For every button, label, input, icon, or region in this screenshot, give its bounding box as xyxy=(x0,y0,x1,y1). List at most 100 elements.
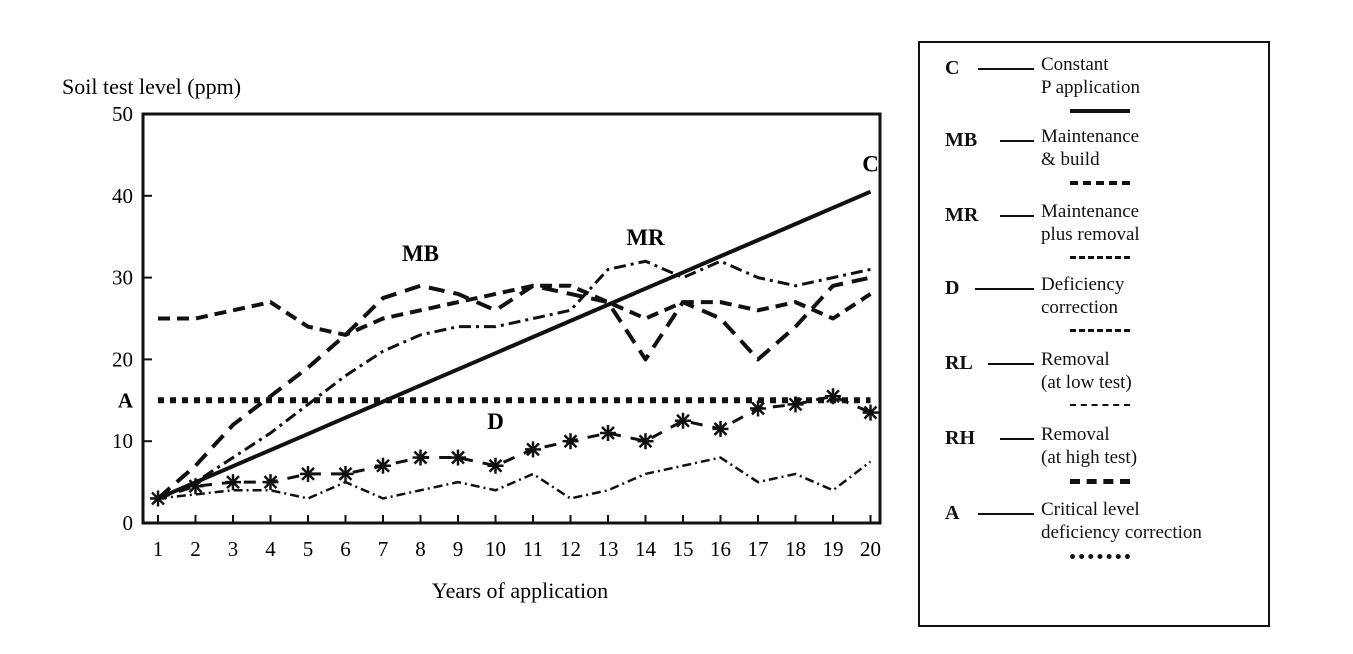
series-line-mb xyxy=(156,275,871,500)
legend-sample-rh xyxy=(1070,479,1130,494)
legend-text: Critical level deficiency correction xyxy=(1041,498,1202,544)
y-tick-label: 20 xyxy=(112,347,133,371)
legend-code: MB xyxy=(945,129,978,151)
legend-line2: deficiency correction xyxy=(1041,522,1202,543)
series-point-d xyxy=(525,441,541,458)
legend-line1: Maintenance xyxy=(1041,201,1140,222)
x-tick-label: 6 xyxy=(340,537,351,561)
annotations: MB MR D C xyxy=(402,151,879,434)
legend-dash xyxy=(1000,438,1034,440)
legend-item-rl: RL Removal (at low test) xyxy=(920,348,1268,418)
series-point-d xyxy=(675,412,691,429)
series-point-d xyxy=(862,404,879,421)
legend-item-a: A Critical level deficiency correction xyxy=(920,498,1268,568)
legend-code: RL xyxy=(945,352,973,374)
legend-item-mb: MB Maintenance & build xyxy=(920,125,1268,195)
x-tick-label: 1 xyxy=(153,537,164,561)
legend-line2: (at high test) xyxy=(1041,447,1138,468)
series-line-rh xyxy=(158,283,872,337)
series-point-d xyxy=(412,449,429,466)
y-axis-label: Soil test level (ppm) xyxy=(62,74,241,99)
annotation-d: D xyxy=(487,409,504,434)
legend-dash xyxy=(1000,140,1034,142)
legend-text: Deficiency correction xyxy=(1041,273,1124,319)
legend-sample-mr xyxy=(1070,256,1130,269)
legend-dash xyxy=(975,288,1034,290)
series-point-d xyxy=(262,474,279,491)
x-tick-label: 8 xyxy=(415,537,426,561)
legend: C Constant P application MB Maintenance & bui… xyxy=(918,41,1270,627)
legend-sample-rl xyxy=(1070,404,1130,416)
legend-sample-c xyxy=(1070,109,1130,123)
x-tick-label: 11 xyxy=(523,537,543,561)
x-tick-label: 19 xyxy=(823,537,844,561)
x-axis-label: Years of application xyxy=(432,578,608,603)
legend-text: Removal (at low test) xyxy=(1041,348,1132,394)
legend-sample-mb xyxy=(1070,181,1130,195)
y-tick-label: 50 xyxy=(112,102,133,126)
y-tick-label: 30 xyxy=(112,266,133,290)
x-tick-label: 12 xyxy=(560,537,581,561)
x-tick-label: 14 xyxy=(635,537,657,561)
legend-item-c: C Constant P application xyxy=(920,53,1268,123)
series-point-d xyxy=(600,425,616,442)
x-tick-label: 4 xyxy=(265,537,276,561)
legend-code: RH xyxy=(945,427,975,449)
series-point-d xyxy=(712,420,729,437)
legend-text: Maintenance plus removal xyxy=(1041,200,1140,246)
x-tick-label: 18 xyxy=(785,537,806,561)
annotation-mb: MB xyxy=(402,241,439,266)
series-point-d xyxy=(750,400,766,417)
legend-line1: Deficiency xyxy=(1041,274,1125,295)
series-line-c xyxy=(157,189,872,501)
chart-area: Soil test level (ppm) Years of applicati… xyxy=(62,74,882,603)
y-tick-label: 10 xyxy=(112,429,133,453)
x-tick-label: 10 xyxy=(485,537,506,561)
legend-dash xyxy=(1000,215,1034,217)
legend-line2: (at low test) xyxy=(1041,372,1132,393)
series-point-d xyxy=(375,457,391,474)
series-line-d xyxy=(157,394,872,500)
series-line-mr xyxy=(157,259,871,500)
series-point-d xyxy=(450,449,466,466)
legend-text: Removal (at high test) xyxy=(1041,423,1137,469)
x-tick-label: 13 xyxy=(598,537,619,561)
legend-code: MR xyxy=(945,204,979,226)
legend-line2: & build xyxy=(1041,149,1100,170)
x-tick-label: 9 xyxy=(453,537,464,561)
legend-line1: Maintenance xyxy=(1041,126,1140,147)
y-tick-label: 40 xyxy=(112,184,133,208)
series-point-d xyxy=(637,433,654,450)
legend-line2: plus removal xyxy=(1041,224,1140,245)
legend-code: C xyxy=(945,57,960,79)
series-point-d xyxy=(300,465,316,482)
legend-sample-d xyxy=(1070,329,1130,342)
legend-line2: correction xyxy=(1041,297,1119,318)
x-tick-label: 17 xyxy=(748,537,769,561)
x-tick-label: 20 xyxy=(860,537,881,561)
series-point-d xyxy=(337,465,354,482)
legend-code: D xyxy=(945,277,960,299)
legend-line1: Removal xyxy=(1041,424,1110,445)
series-point-d xyxy=(487,457,504,474)
legend-line1: Removal xyxy=(1041,349,1110,370)
series-point-d xyxy=(187,478,204,495)
x-tick-label: 7 xyxy=(378,537,389,561)
legend-line2: P application xyxy=(1041,77,1141,98)
legend-line1: Critical level xyxy=(1041,499,1140,520)
annotation-mr: MR xyxy=(626,225,665,250)
series-point-d xyxy=(562,433,579,450)
y-tick-label-a: A xyxy=(118,388,134,412)
legend-text: Constant P application xyxy=(1041,53,1140,99)
legend-dash xyxy=(988,363,1034,365)
y-tick-label: 0 xyxy=(123,511,134,535)
legend-item-rh: RH Removal (at high test) xyxy=(920,423,1268,493)
x-tick-label: 3 xyxy=(228,537,239,561)
plot-frame xyxy=(141,112,882,525)
legend-item-mr: MR Maintenance plus removal xyxy=(920,200,1268,270)
x-tick-label: 15 xyxy=(673,537,694,561)
legend-dash xyxy=(978,513,1034,515)
x-tick-label: 2 xyxy=(190,537,201,561)
series-point-d xyxy=(225,474,241,491)
